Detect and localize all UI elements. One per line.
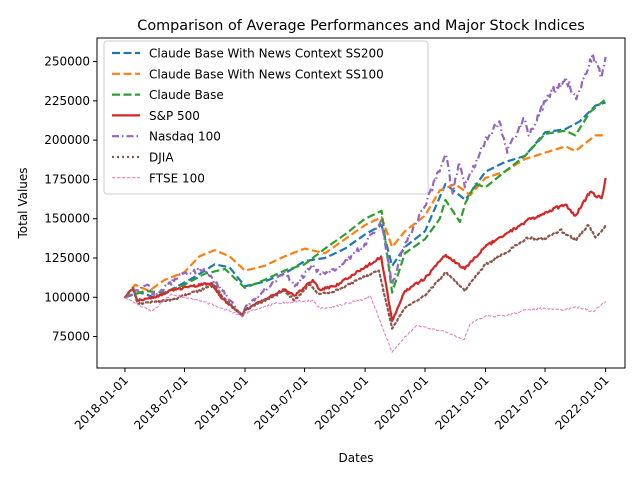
x-axis-label: Dates	[339, 451, 374, 465]
legend: Claude Base With News Context SS200 Claud…	[103, 40, 429, 195]
series-line-3	[124, 98, 607, 299]
y-tick-label: 250000	[44, 55, 90, 69]
legend-label: Claude Base With News Context SS200	[149, 47, 384, 61]
x-tick-label: 2018-07-01	[131, 373, 190, 432]
series-line-5	[124, 52, 607, 318]
legend-label: Claude Base	[149, 88, 224, 102]
y-tick-label: 125000	[44, 251, 90, 265]
y-tick-label: 225000	[44, 94, 90, 108]
series-line-6	[123, 223, 607, 330]
x-tick-label: 2021-01-01	[432, 373, 491, 432]
plot-frame	[96, 37, 626, 369]
x-tick-label: 2021-07-01	[492, 373, 551, 432]
y-tick-label: 75000	[52, 330, 90, 344]
series-line-2	[124, 134, 606, 298]
x-tick-label: 2022-01-01	[552, 373, 611, 432]
series-line-1	[124, 101, 606, 299]
x-tick-label: 2019-01-01	[192, 373, 251, 432]
legend-label: S&P 500	[149, 109, 200, 123]
y-tick-label: 100000	[44, 290, 90, 304]
series-line-4	[124, 177, 607, 322]
legend-box	[103, 40, 429, 195]
series-layer	[123, 52, 607, 353]
chart-title: Comparison of Average Performances and M…	[137, 18, 584, 34]
series-line-7	[124, 293, 607, 353]
x-tick-label: 2019-07-01	[251, 373, 310, 432]
y-axis: 75000 100000 125000 150000 175000 200000 22500…	[44, 55, 97, 344]
x-tick-label: 2020-07-01	[372, 373, 431, 432]
y-tick-label: 150000	[44, 212, 90, 226]
legend-label: Claude Base With News Context SS100	[149, 67, 384, 81]
x-axis: 2018-01-01 2018-07-01 2019-01-01 2019-07-01…	[72, 368, 612, 432]
legend-label: Nasdaq 100	[149, 130, 221, 144]
x-tick-label: 2018-01-01	[72, 373, 131, 432]
x-tick-label: 2020-01-01	[312, 373, 371, 432]
y-tick-label: 175000	[44, 172, 90, 186]
legend-label: DJIA	[149, 151, 174, 165]
legend-label: FTSE 100	[149, 171, 205, 185]
y-tick-label: 200000	[44, 133, 90, 147]
y-axis-label: Total Values	[16, 167, 30, 239]
